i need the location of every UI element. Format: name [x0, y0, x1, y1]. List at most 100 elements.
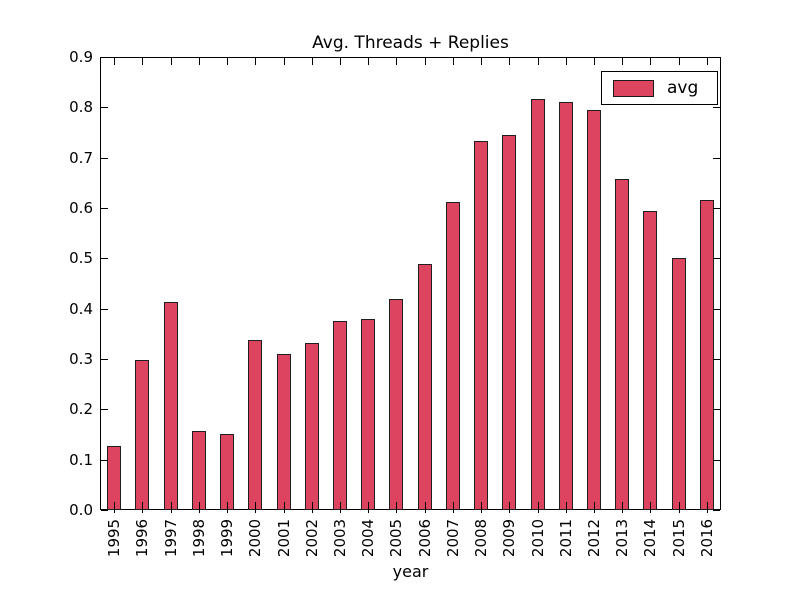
- x-tick-top: [396, 58, 398, 65]
- x-tick-top: [622, 58, 624, 65]
- x-tick-bottom: [537, 502, 539, 513]
- y-tick-left: [101, 57, 108, 58]
- bar-2001: [276, 354, 291, 510]
- legend: avg: [601, 71, 718, 105]
- x-tick-label-1995: 1995: [105, 518, 124, 558]
- x-tick-bottom: [255, 502, 257, 513]
- x-axis-title: year: [392, 562, 429, 581]
- y-tick-right: [713, 107, 720, 109]
- bar-2005: [389, 298, 404, 510]
- x-tick-label-1996: 1996: [133, 518, 152, 558]
- bar-2006: [417, 263, 432, 510]
- x-tick-bottom: [170, 502, 172, 513]
- y-tick-left: [101, 409, 108, 411]
- y-tick-left: [101, 308, 108, 310]
- y-tick-label: 0.2: [69, 400, 93, 419]
- bar-1998: [191, 430, 206, 510]
- legend-swatch-avg: [613, 79, 654, 97]
- x-tick-top: [424, 58, 426, 65]
- y-tick-right: [713, 157, 720, 159]
- x-tick-bottom: [227, 502, 228, 513]
- x-tick-bottom: [311, 502, 313, 513]
- x-tick-label-2016: 2016: [697, 518, 716, 558]
- bar-2000: [248, 340, 263, 510]
- x-tick-label-2015: 2015: [669, 518, 688, 558]
- x-tick-top: [142, 58, 144, 65]
- x-tick-label-2006: 2006: [415, 518, 434, 558]
- x-tick-label-2005: 2005: [387, 518, 406, 558]
- legend-label-avg: avg: [667, 78, 699, 98]
- y-tick-left: [101, 208, 108, 209]
- y-tick-right: [713, 258, 720, 260]
- x-tick-top: [198, 58, 200, 65]
- x-tick-top: [283, 58, 285, 65]
- x-tick-top: [311, 58, 313, 65]
- y-tick-label: 0.5: [69, 249, 93, 268]
- y-tick-left: [101, 510, 108, 511]
- bar-1997: [163, 301, 178, 510]
- y-tick-right: [713, 510, 720, 511]
- x-tick-bottom: [622, 502, 624, 513]
- x-tick-top: [170, 58, 172, 65]
- x-tick-top: [255, 58, 257, 65]
- bar-2015: [671, 258, 686, 510]
- x-tick-label-2004: 2004: [359, 518, 378, 558]
- bar-2013: [615, 178, 630, 510]
- x-tick-bottom: [452, 502, 454, 513]
- x-tick-label-2013: 2013: [613, 518, 632, 558]
- y-tick-label: 0.8: [69, 98, 93, 117]
- x-tick-bottom: [565, 502, 567, 513]
- bar-2003: [332, 321, 347, 511]
- x-tick-bottom: [509, 502, 511, 513]
- x-tick-top: [114, 58, 116, 65]
- bar-1996: [135, 360, 150, 510]
- y-tick-label: 0.7: [69, 148, 93, 167]
- bar-2009: [502, 134, 517, 510]
- x-tick-label-2002: 2002: [302, 518, 321, 558]
- x-tick-bottom: [142, 502, 144, 513]
- y-tick-right: [713, 208, 720, 209]
- x-tick-top: [565, 58, 567, 65]
- y-tick-right: [713, 308, 720, 310]
- y-tick-right: [713, 409, 720, 411]
- x-tick-label-2010: 2010: [528, 518, 547, 558]
- x-tick-top: [481, 58, 483, 65]
- bar-2016: [699, 200, 714, 510]
- y-tick-left: [101, 258, 108, 260]
- x-tick-bottom: [396, 502, 398, 513]
- y-tick-right: [713, 57, 720, 58]
- bar-1995: [107, 446, 122, 510]
- chart-title: Avg. Threads + Replies: [312, 33, 509, 53]
- y-tick-left: [101, 157, 108, 159]
- x-tick-top: [227, 58, 228, 65]
- bar-2014: [643, 210, 658, 510]
- x-tick-bottom: [481, 502, 483, 513]
- x-tick-top: [509, 58, 511, 65]
- y-tick-right: [713, 359, 720, 360]
- x-tick-bottom: [424, 502, 426, 513]
- x-tick-label-2000: 2000: [246, 518, 265, 558]
- x-tick-top: [452, 58, 454, 65]
- x-tick-label-2011: 2011: [556, 518, 575, 558]
- x-tick-label-2003: 2003: [330, 518, 349, 558]
- bar-1999: [220, 433, 234, 510]
- y-tick-label: 0.1: [69, 450, 93, 469]
- bar-2004: [361, 318, 376, 510]
- x-tick-bottom: [706, 502, 708, 513]
- x-tick-bottom: [368, 502, 370, 513]
- x-tick-bottom: [283, 502, 285, 513]
- x-tick-label-1999: 1999: [218, 518, 236, 558]
- x-tick-label-1997: 1997: [161, 518, 180, 558]
- y-tick-label: 0.3: [69, 350, 93, 368]
- x-tick-label-2001: 2001: [274, 518, 293, 558]
- y-tick-label: 0.0: [69, 501, 93, 519]
- y-tick-left: [101, 359, 108, 360]
- x-tick-top: [368, 58, 370, 65]
- x-tick-bottom: [114, 502, 116, 513]
- x-tick-bottom: [339, 502, 341, 513]
- bar-2010: [530, 99, 545, 510]
- x-tick-label-2008: 2008: [472, 518, 491, 558]
- x-tick-bottom: [594, 502, 595, 513]
- x-tick-bottom: [198, 502, 200, 513]
